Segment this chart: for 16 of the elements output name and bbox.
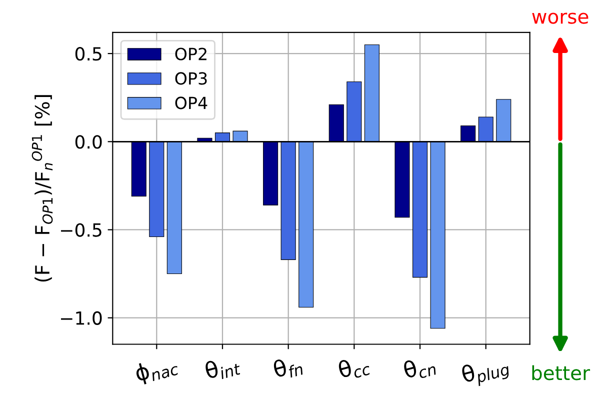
y-tick-label: −1.0: [61, 311, 102, 325]
legend-label: OP2: [175, 48, 206, 60]
x-tick-label: θ$_{cc}$: [337, 354, 372, 382]
x-tick-label: ϕ$_{nac}$: [134, 354, 180, 386]
y-tick-label: 0.5: [75, 47, 102, 61]
y-axis-title: (F − F$_{OP1}$)/F$_{n}$$^{OP1}$ [%]: [32, 95, 53, 282]
x-tick-label: θ$_{fn}$: [272, 354, 304, 382]
text: better: [532, 365, 590, 380]
y-tick-label: 0.0: [75, 135, 102, 149]
legend-label: OP4: [175, 96, 208, 110]
text: worse: [532, 12, 588, 24]
y-tick-label: −0.5: [61, 223, 102, 237]
x-tick-label: θ$_{cn}$: [402, 354, 437, 382]
x-tick-label: θ$_{plug}$: [460, 354, 512, 390]
legend-label: OP3: [175, 72, 207, 85]
x-tick-label: θ$_{int}$: [204, 354, 242, 382]
